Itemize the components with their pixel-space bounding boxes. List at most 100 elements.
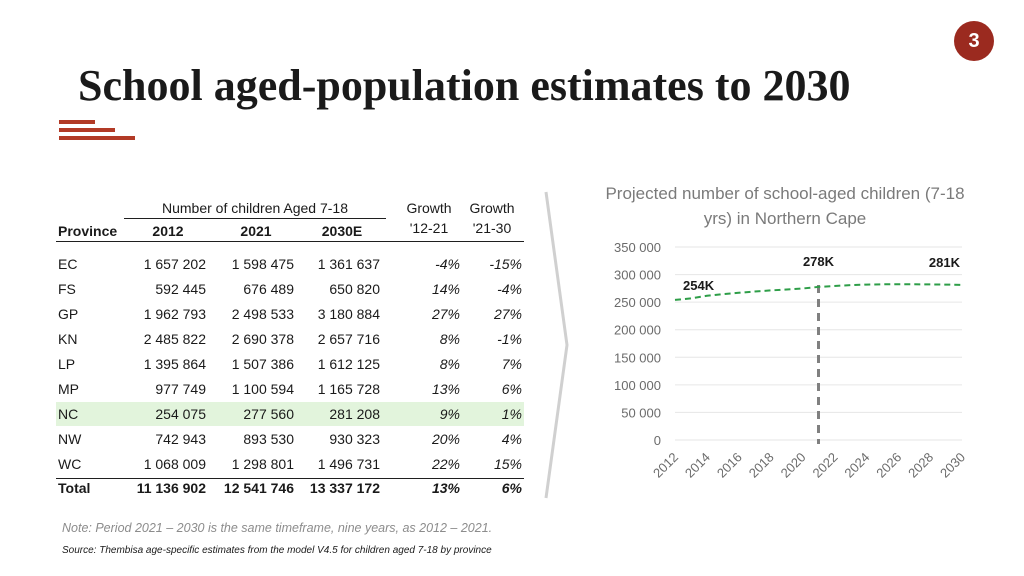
cell-growth2: 1% [501, 406, 522, 422]
total-rule [56, 478, 524, 479]
y-tick-label: 200 000 [614, 323, 661, 338]
y-tick-label: 50 000 [621, 405, 661, 420]
cell-y2030: 1 496 731 [317, 456, 380, 472]
data-point [674, 299, 676, 301]
data-point [817, 286, 819, 288]
cell-growth2: 15% [493, 456, 522, 472]
cell-y2012: 592 445 [155, 281, 206, 297]
footnote: Note: Period 2021 – 2030 is the same tim… [62, 521, 493, 535]
data-point [929, 283, 931, 285]
data-point [945, 283, 947, 285]
cell-province: GP [58, 306, 79, 322]
cell-growth2: 7% [501, 356, 522, 372]
province-header: Province [58, 223, 118, 239]
data-point [865, 283, 867, 285]
cell-growth2: 27% [493, 306, 522, 322]
total-2021: 12 541 746 [223, 480, 294, 496]
y-tick-label: 0 [654, 433, 661, 448]
x-tick-label: 2026 [873, 450, 904, 481]
y-tick-label: 350 000 [614, 240, 661, 255]
cell-y2030: 930 323 [329, 431, 380, 447]
x-tick-label: 2028 [905, 450, 936, 481]
header-rule [56, 241, 524, 242]
logo-stripe [59, 120, 95, 124]
total-label: Total [58, 480, 91, 496]
cell-y2021: 1 100 594 [231, 381, 294, 397]
x-tick-label: 2030 [937, 450, 968, 481]
data-point [849, 284, 851, 286]
cell-growth2: -1% [497, 331, 522, 347]
group-header-rule [124, 218, 386, 219]
cell-growth1: 8% [439, 331, 460, 347]
cell-y2030: 1 612 125 [317, 356, 380, 372]
data-point [833, 285, 835, 287]
x-tick-label: 2020 [778, 450, 809, 481]
cell-growth1: -4% [435, 256, 460, 272]
cell-y2030: 1 361 637 [317, 256, 380, 272]
cell-growth2: -15% [489, 256, 522, 272]
cell-growth2: -4% [497, 281, 522, 297]
cell-growth1: 27% [431, 306, 460, 322]
cell-growth1: 14% [431, 281, 460, 297]
data-point [961, 284, 963, 286]
cell-y2030: 1 165 728 [317, 381, 380, 397]
cell-y2012: 742 943 [155, 431, 206, 447]
x-tick-label: 2016 [714, 450, 745, 481]
data-point [785, 288, 787, 290]
data-point [690, 297, 692, 299]
cell-y2030: 3 180 884 [317, 306, 380, 322]
cell-y2021: 1 598 475 [231, 256, 294, 272]
cell-y2030: 2 657 716 [317, 331, 380, 347]
cell-y2021: 893 530 [243, 431, 294, 447]
x-tick-label: 2024 [841, 450, 872, 481]
logo-stripe [59, 136, 135, 140]
cell-growth1: 9% [439, 406, 460, 422]
x-tick-label: 2012 [650, 450, 681, 481]
cell-growth2: 4% [501, 431, 522, 447]
y-tick-label: 150 000 [614, 350, 661, 365]
year-2030-header: 2030E [321, 223, 363, 239]
cell-province: FS [58, 281, 76, 297]
cell-y2021: 2 498 533 [231, 306, 294, 322]
total-growth2: 6% [501, 480, 522, 496]
cell-y2012: 254 075 [155, 406, 206, 422]
data-point [897, 283, 899, 285]
y-tick-label: 100 000 [614, 378, 661, 393]
total-2012: 11 136 902 [136, 480, 206, 496]
cell-province: KN [58, 331, 78, 347]
growth1-subheader: '12-21 [409, 220, 449, 236]
total-growth1: 13% [431, 480, 460, 496]
cell-growth1: 8% [439, 356, 460, 372]
cell-province: EC [58, 256, 78, 272]
cell-y2012: 1 962 793 [143, 306, 206, 322]
data-point [881, 283, 883, 285]
x-tick-label: 2018 [746, 450, 777, 481]
cell-y2030: 650 820 [329, 281, 380, 297]
chart-title: Projected number of school-aged children… [605, 184, 965, 228]
year-2012-header: 2012 [152, 223, 184, 239]
data-point [769, 289, 771, 291]
highlight-row-nc [56, 402, 524, 426]
data-label: 254K [683, 278, 715, 293]
cell-growth1: 13% [431, 381, 460, 397]
cell-y2012: 1 068 009 [143, 456, 206, 472]
slide-title: School aged-population estimates to 2030 [78, 61, 851, 110]
cell-growth1: 22% [431, 456, 460, 472]
data-point [706, 295, 708, 297]
data-label: 281K [929, 255, 961, 270]
cell-y2021: 1 507 386 [231, 356, 294, 372]
cell-y2021: 2 690 378 [231, 331, 294, 347]
cell-y2012: 1 657 202 [143, 256, 206, 272]
data-point [801, 287, 803, 289]
x-tick-label: 2022 [810, 450, 841, 481]
cell-province: NC [58, 406, 79, 422]
cell-province: MP [58, 381, 79, 397]
total-2030: 13 337 172 [309, 480, 380, 496]
cell-y2012: 977 749 [155, 381, 206, 397]
growth1-header: Growth [406, 200, 452, 216]
cell-y2012: 1 395 864 [143, 356, 206, 372]
growth2-subheader: '21-30 [472, 220, 512, 236]
x-tick-label: 2014 [682, 450, 713, 481]
data-point [722, 293, 724, 295]
series-line [674, 283, 963, 301]
